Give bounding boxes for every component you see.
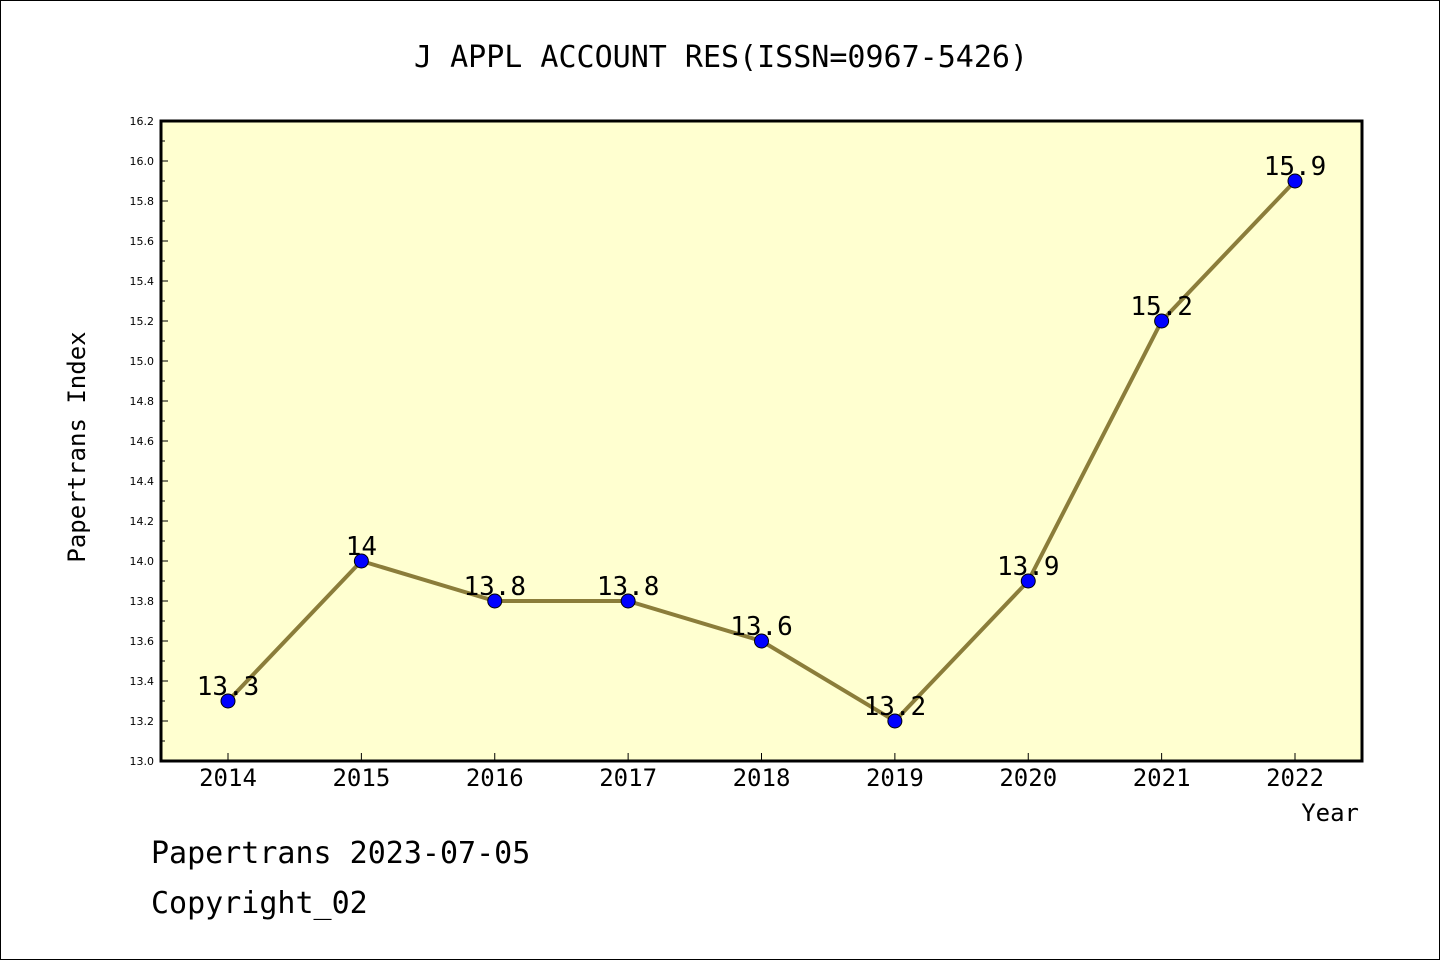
y-tick-label: 16.0 <box>130 155 155 168</box>
x-tick-label: 2017 <box>599 764 657 792</box>
data-point <box>754 633 769 649</box>
data-point <box>220 693 236 709</box>
y-tick-label: 16.2 <box>130 115 155 128</box>
y-tick-label: 15.8 <box>130 195 155 208</box>
data-point <box>1020 573 1036 589</box>
y-tick-label: 14.6 <box>130 435 155 448</box>
y-tick-label: 13.8 <box>130 595 155 608</box>
y-tick-label: 15.0 <box>130 355 155 368</box>
x-tick-label: 2015 <box>332 764 390 792</box>
footer-date: Papertrans 2023-07-05 <box>151 836 531 871</box>
y-axis-label: Papertrans Index <box>63 331 91 562</box>
y-axis: 13.0 13.2 13.4 13.6 13.8 14.0 14.2 14.4 14.6 14.8… <box>130 115 168 768</box>
x-axis: 2014 2015 2016 2017 2018 2019 2020 2021 2022 <box>199 753 1324 792</box>
x-tick-label: 2014 <box>199 764 257 792</box>
data-label: 13.8 <box>597 572 660 602</box>
y-tick-label: 14.4 <box>130 475 155 488</box>
x-tick-label: 2022 <box>1266 764 1324 792</box>
y-tick-label: 15.6 <box>130 235 155 248</box>
y-tick-label: 15.4 <box>130 275 155 288</box>
data-point <box>487 593 503 609</box>
y-tick-label: 14.2 <box>130 515 155 528</box>
y-tick-label: 15.2 <box>130 315 155 328</box>
data-label: 15.9 <box>1264 152 1327 182</box>
data-label: 13.2 <box>864 692 927 722</box>
data-label: 13.6 <box>730 612 793 642</box>
x-tick-label: 2019 <box>866 764 924 792</box>
y-tick-label: 13.0 <box>130 755 155 768</box>
data-point <box>1287 173 1303 189</box>
x-tick-label: 2016 <box>466 764 524 792</box>
data-label: 14 <box>346 532 377 562</box>
x-tick-label: 2020 <box>999 764 1057 792</box>
data-label: 13.8 <box>463 572 526 602</box>
series-layer: 13.3 14 13.8 13.8 13.6 13.2 13.9 15.2 15.9 <box>197 152 1327 729</box>
data-point <box>620 593 636 609</box>
data-point <box>1154 313 1170 329</box>
y-tick-label: 14.8 <box>130 395 155 408</box>
x-tick-label: 2021 <box>1133 764 1191 792</box>
data-point <box>887 713 903 729</box>
y-tick-label: 13.4 <box>130 675 155 688</box>
chart-title: J APPL ACCOUNT RES(ISSN=0967-5426) <box>414 40 1028 75</box>
plot-area <box>159 119 1364 763</box>
x-axis-label: Year <box>1301 799 1359 827</box>
footer-copyright: Copyright_02 <box>151 886 368 921</box>
data-point <box>353 553 369 569</box>
data-label: 15.2 <box>1130 292 1193 322</box>
data-label: 13.3 <box>197 672 260 702</box>
data-label: 13.9 <box>997 552 1060 582</box>
y-tick-label: 13.6 <box>130 635 155 648</box>
x-tick-label: 2018 <box>733 764 791 792</box>
y-tick-label: 13.2 <box>130 715 155 728</box>
y-tick-label: 14.0 <box>130 555 155 568</box>
